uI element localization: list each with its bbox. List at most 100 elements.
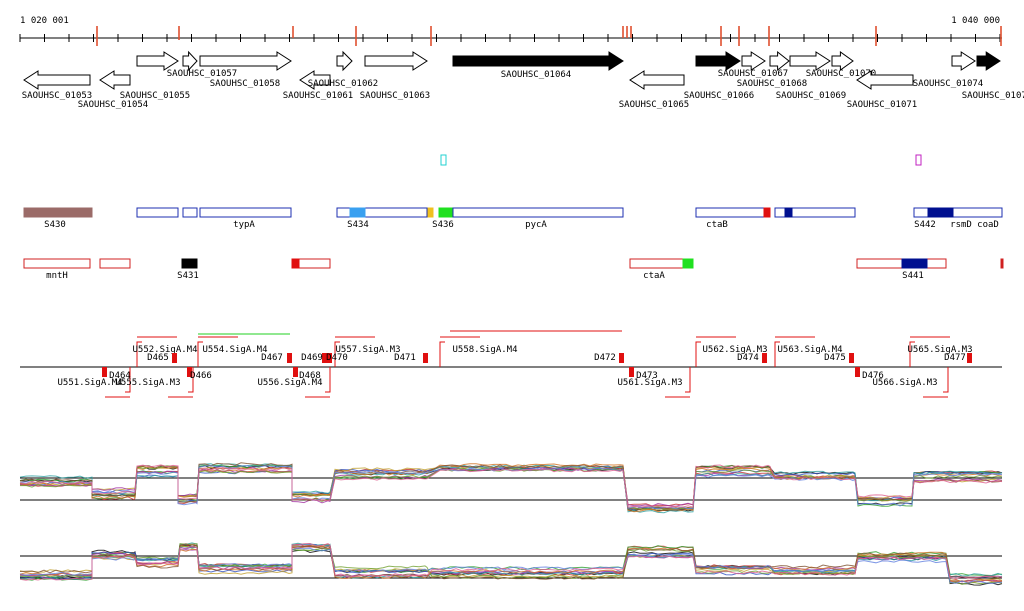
feature-label: S430 (44, 220, 66, 230)
feature-box (763, 207, 771, 218)
expression-trace (19, 544, 1003, 586)
promoter-mark (125, 367, 131, 393)
gene-arrow (789, 51, 831, 71)
terminator-label: D473 (636, 371, 658, 381)
gene-arrow (299, 70, 331, 90)
gene-label: SAOUHSC_01057 (167, 69, 237, 79)
gene-arrow (831, 51, 854, 71)
feature-box (784, 207, 793, 218)
expression-trace (19, 464, 1003, 508)
gene-arrow (976, 51, 1001, 71)
terminator-label: D469 (301, 353, 323, 363)
gene-label: SAOUHSC_01070 (806, 69, 876, 79)
expression-baselines (20, 477, 1002, 579)
feature-box (901, 258, 928, 269)
expression-trace (19, 462, 1003, 511)
promoter-mark (943, 367, 949, 393)
feature-label: rsmD (950, 220, 972, 230)
feature-box (438, 207, 453, 218)
gene-arrow (23, 70, 91, 90)
gene-arrow (336, 50, 353, 72)
feature-box (23, 258, 91, 269)
ruler-marker (875, 26, 877, 46)
terminator-label: D465 (147, 353, 169, 363)
feature-box (695, 207, 771, 218)
gene-arrow (136, 51, 179, 71)
promoter-label: U563.SigA.M4 (777, 345, 842, 355)
gene-arrow (452, 51, 624, 71)
feature-box (336, 207, 428, 218)
terminator-mark (423, 353, 428, 363)
gene-label: SAOUHSC_01068 (737, 79, 807, 89)
gene-arrow (182, 50, 198, 72)
ruler-marker (768, 26, 770, 46)
expression-tracks (19, 462, 1003, 586)
gene-label: SAOUHSC_01053 (22, 91, 92, 101)
promoter-mark (197, 341, 203, 367)
feature-label: S442 (914, 220, 936, 230)
feature-label: coaD (977, 220, 999, 230)
gene-label: SAOUHSC_01075 (962, 91, 1024, 101)
marker (915, 154, 922, 166)
terminator-label: D471 (394, 353, 416, 363)
ruler-marker (292, 26, 294, 38)
feature-label: mntH (46, 271, 68, 281)
promoter-mark (188, 367, 194, 393)
promoter-label: U555.SigA.M3 (115, 378, 180, 388)
gene-label: SAOUHSC_01061 (283, 91, 353, 101)
gene-label: SAOUHSC_01064 (501, 70, 571, 80)
promoter-mark (334, 341, 340, 367)
terminator-mark (619, 353, 624, 363)
ruler-marker (96, 26, 98, 46)
terminator-mark (322, 353, 327, 363)
feature-box (99, 258, 131, 269)
expression-trace (19, 545, 1003, 583)
feature-box (291, 258, 300, 269)
promoter-mark (136, 341, 142, 367)
terminator-mark (855, 367, 860, 377)
expression-trace (19, 543, 1003, 583)
feature-box (682, 258, 694, 269)
terminator-label: D474 (737, 353, 759, 363)
terminator-label: D472 (594, 353, 616, 363)
terminator-label: D467 (261, 353, 283, 363)
gene-label: SAOUHSC_01058 (210, 79, 280, 89)
promoter-label: U554.SigA.M4 (202, 345, 267, 355)
terminator-label: D468 (299, 371, 321, 381)
promoter-mark (685, 367, 691, 393)
ruler-marker (430, 26, 432, 46)
feature-box (1000, 258, 1004, 269)
feature-box (181, 258, 198, 269)
terminator-mark (172, 353, 177, 363)
feature-label: ctaB (706, 220, 728, 230)
terminator-mark (102, 367, 107, 377)
terminator-label: D464 (109, 371, 131, 381)
gene-label: SAOUHSC_01066 (684, 91, 754, 101)
feature-label: S431 (177, 271, 199, 281)
promoter-label: U552.SigA.M4 (132, 345, 197, 355)
ruler-end: 1 040 000 (951, 16, 1000, 26)
feature-box (913, 207, 1003, 218)
promoter-label: U556.SigA.M4 (257, 378, 322, 388)
feature-label: ctaA (643, 271, 665, 281)
terminator-label: D470 (326, 353, 348, 363)
ruler-marker (630, 26, 632, 38)
terminator-label: D475 (824, 353, 846, 363)
promoter-label: U565.SigA.M3 (907, 345, 972, 355)
promoter-label: U558.SigA.M4 (452, 345, 517, 355)
gene-label: SAOUHSC_01054 (78, 100, 148, 110)
ruler-marker (178, 26, 180, 40)
feature-box (199, 207, 292, 218)
ruler-marker (738, 26, 740, 46)
terminator-label: D466 (190, 371, 212, 381)
promoter-mark (695, 341, 701, 367)
terminator-mark (762, 353, 767, 363)
gene-arrow (199, 51, 292, 71)
feature-box (427, 207, 434, 218)
gene-arrow (856, 70, 914, 90)
gene-arrow (99, 70, 131, 90)
gene-label: SAOUHSC_01063 (360, 91, 430, 101)
feature-box (927, 207, 954, 218)
feature-label: S436 (432, 220, 454, 230)
